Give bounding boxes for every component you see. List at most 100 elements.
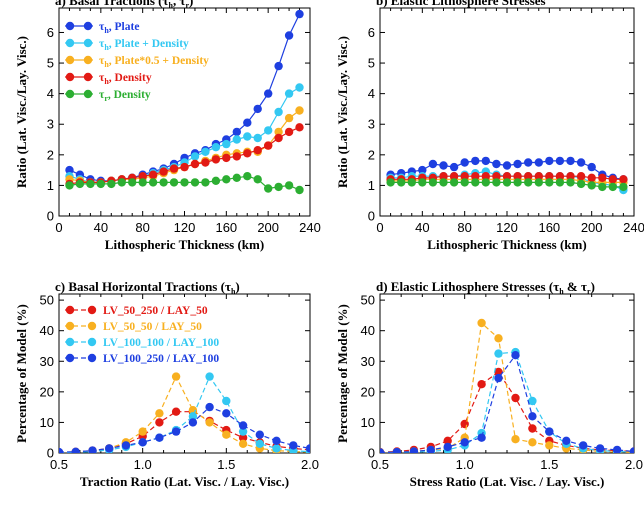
data-point [545, 178, 554, 187]
x-tick-label: 240 [299, 220, 321, 235]
data-point [513, 178, 522, 187]
data-point [171, 427, 181, 436]
data-point [205, 418, 214, 427]
y-tick-label: 1 [47, 178, 54, 193]
x-tick-label: 0.5 [371, 457, 389, 472]
series-line [59, 375, 310, 453]
data-point [117, 178, 127, 187]
y-tick-label: 20 [40, 384, 54, 399]
data-point [576, 172, 586, 181]
legend-label: τr, Density [99, 89, 151, 103]
x-tick-label: 200 [257, 220, 279, 235]
data-point [619, 182, 628, 192]
data-point [295, 9, 304, 19]
x-tick-label: 120 [496, 220, 518, 235]
data-point [418, 165, 427, 175]
data-point [205, 372, 214, 381]
data-point [128, 178, 137, 187]
data-point [180, 178, 189, 187]
data-point [155, 433, 164, 442]
panel-a: a) Basal Tractions (τh, τr)0 40 80 120 160 20… [14, 0, 321, 252]
data-point [555, 178, 565, 187]
data-point [428, 159, 438, 169]
data-point [608, 182, 617, 192]
legend-marker [83, 55, 93, 65]
data-point [528, 412, 537, 421]
data-point [155, 418, 164, 427]
panel-title: a) Basal Tractions (τh, τr) [55, 0, 193, 10]
y-tick-label: 0 [47, 446, 54, 461]
data-point [232, 152, 241, 161]
data-point [274, 107, 283, 117]
data-point [238, 439, 248, 448]
data-point [502, 161, 512, 170]
data-point [511, 435, 520, 444]
data-point [289, 441, 298, 450]
data-point [222, 139, 231, 149]
panel-d: d) Elastic Lithosphere Stresses (τh & τr… [335, 279, 643, 489]
data-point [477, 433, 486, 442]
data-point [566, 156, 575, 166]
data-point [555, 172, 565, 181]
data-point [598, 173, 607, 182]
data-point [159, 167, 168, 176]
y-tick-label: 5 [368, 56, 375, 71]
y-tick-label: 1 [368, 178, 375, 193]
legend-label: LV_100_100 / LAY_100 [103, 337, 219, 349]
y-tick-label: 0 [368, 209, 375, 224]
data-point [409, 447, 419, 453]
data-point [502, 172, 512, 181]
legend-label: LV_50_50 / LAY_50 [103, 321, 202, 333]
y-tick-label: 3 [47, 117, 54, 132]
data-point [295, 185, 304, 195]
y-tick-label: 5 [47, 56, 54, 71]
data-point [494, 349, 503, 358]
data-point [481, 178, 490, 187]
data-point [255, 430, 264, 439]
x-tick-label: 120 [174, 220, 196, 235]
data-point [232, 135, 241, 144]
data-point [426, 445, 435, 453]
data-point [439, 178, 448, 187]
data-point [274, 127, 283, 137]
data-point [65, 181, 74, 190]
legend-marker [87, 353, 97, 363]
data-point [264, 141, 273, 150]
x-tick-label: 2.0 [625, 457, 643, 472]
y-tick-label: 10 [361, 415, 375, 430]
data-point [264, 89, 273, 98]
data-point [75, 179, 85, 189]
series-line [380, 353, 634, 453]
y-axis-label: Percentage of Model (%) [14, 304, 29, 443]
data-point [428, 178, 438, 187]
y-tick-label: 40 [361, 323, 375, 338]
data-point [188, 418, 198, 427]
legend-marker [83, 38, 93, 48]
data-point [253, 104, 262, 114]
data-point [524, 158, 533, 167]
x-tick-label: 0.5 [50, 457, 68, 472]
data-point [88, 446, 97, 453]
data-point [481, 172, 490, 181]
data-point [171, 407, 181, 416]
y-axis-label: Ratio (Lat. Visc./Lay. Visc.) [14, 36, 29, 188]
x-axis-label: Lithospheric Thickness (km) [427, 237, 586, 252]
x-tick-label: 200 [581, 220, 603, 235]
data-point [284, 181, 294, 190]
data-point [566, 178, 575, 187]
data-point [555, 156, 565, 166]
data-point [243, 118, 252, 127]
x-axis-label: Lithospheric Thickness (km) [105, 237, 264, 252]
data-point [524, 172, 533, 181]
data-point [460, 438, 469, 447]
series-line [380, 371, 634, 453]
data-point [169, 178, 179, 187]
data-point [460, 178, 469, 187]
data-point [190, 178, 200, 187]
legend-marker [65, 353, 75, 363]
data-point [477, 380, 486, 389]
data-point [65, 165, 74, 175]
legend-marker [87, 321, 97, 331]
x-tick-label: 40 [94, 220, 108, 235]
legend-label: τh, Plate + Density [99, 38, 189, 52]
